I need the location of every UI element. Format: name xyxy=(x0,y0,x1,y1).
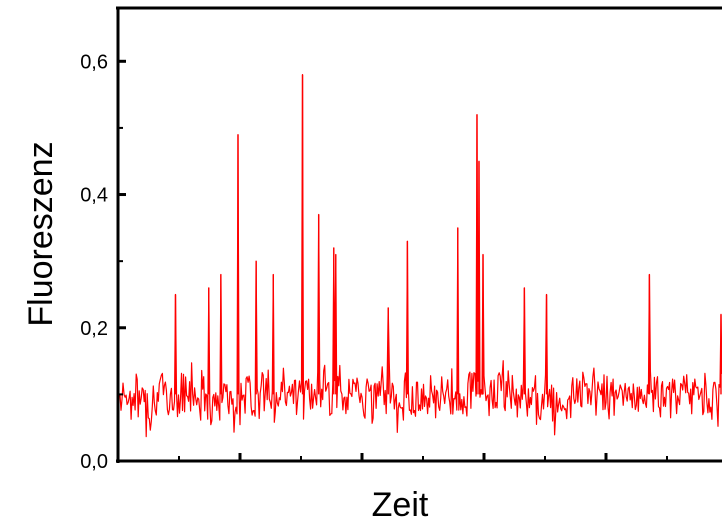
x-axis-title: Zeit xyxy=(372,486,429,524)
series-layer xyxy=(117,74,722,438)
y-tick-label: 0,4 xyxy=(80,185,108,207)
fluorescence-trace xyxy=(117,74,722,438)
axes-layer xyxy=(116,6,722,463)
y-axis-title: Fluoreszenz xyxy=(22,141,60,326)
y-tick-label: 0,2 xyxy=(80,318,108,340)
y-tick-label: 0,6 xyxy=(80,51,108,73)
y-tick-label: 0,0 xyxy=(80,451,108,473)
ticks-layer: 0,0 0,2 0,4 0,6 xyxy=(80,51,668,473)
